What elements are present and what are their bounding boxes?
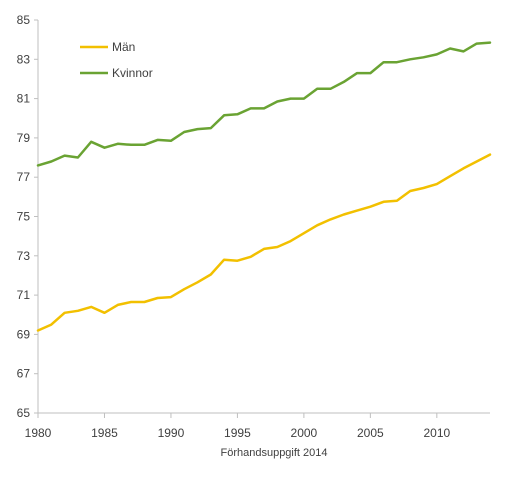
x-tick-label: 1985: [91, 426, 118, 440]
y-tick-label: 73: [17, 249, 31, 263]
y-tick-label: 75: [17, 210, 31, 224]
y-tick-label: 77: [17, 170, 31, 184]
x-tick-label: 2010: [423, 426, 450, 440]
y-tick-label: 67: [17, 367, 31, 381]
x-tick-label: 1990: [158, 426, 185, 440]
y-tick-label: 85: [17, 13, 31, 27]
series-line-m-n: [36, 153, 492, 332]
x-axis-ticks: 1980 1985 1990 1995 2000 2005 2010: [25, 413, 450, 440]
x-tick-label: 2000: [291, 426, 318, 440]
y-tick-label: 71: [17, 288, 31, 302]
y-axis-ticks: 65 67 69 71 73 75 77 79 81 83 85: [17, 13, 38, 420]
x-tick-label: 2005: [357, 426, 384, 440]
y-tick-label: 83: [17, 52, 31, 66]
y-tick-label: 81: [17, 92, 31, 106]
x-tick-label: 1995: [224, 426, 251, 440]
x-tick-label: 1980: [25, 426, 52, 440]
legend-label-kvinnor: Kvinnor: [112, 66, 153, 80]
y-tick-label: 65: [17, 406, 31, 420]
legend-label-m-n: Män: [112, 40, 135, 54]
series-line-kvinnor: [36, 41, 492, 167]
y-tick-label: 69: [17, 327, 31, 341]
axes: [37, 20, 490, 414]
chart-note: Förhandsuppgift 2014: [220, 447, 327, 459]
legend: Män Kvinnor: [80, 40, 153, 80]
y-tick-label: 79: [17, 131, 31, 145]
series-layer: [36, 41, 492, 332]
